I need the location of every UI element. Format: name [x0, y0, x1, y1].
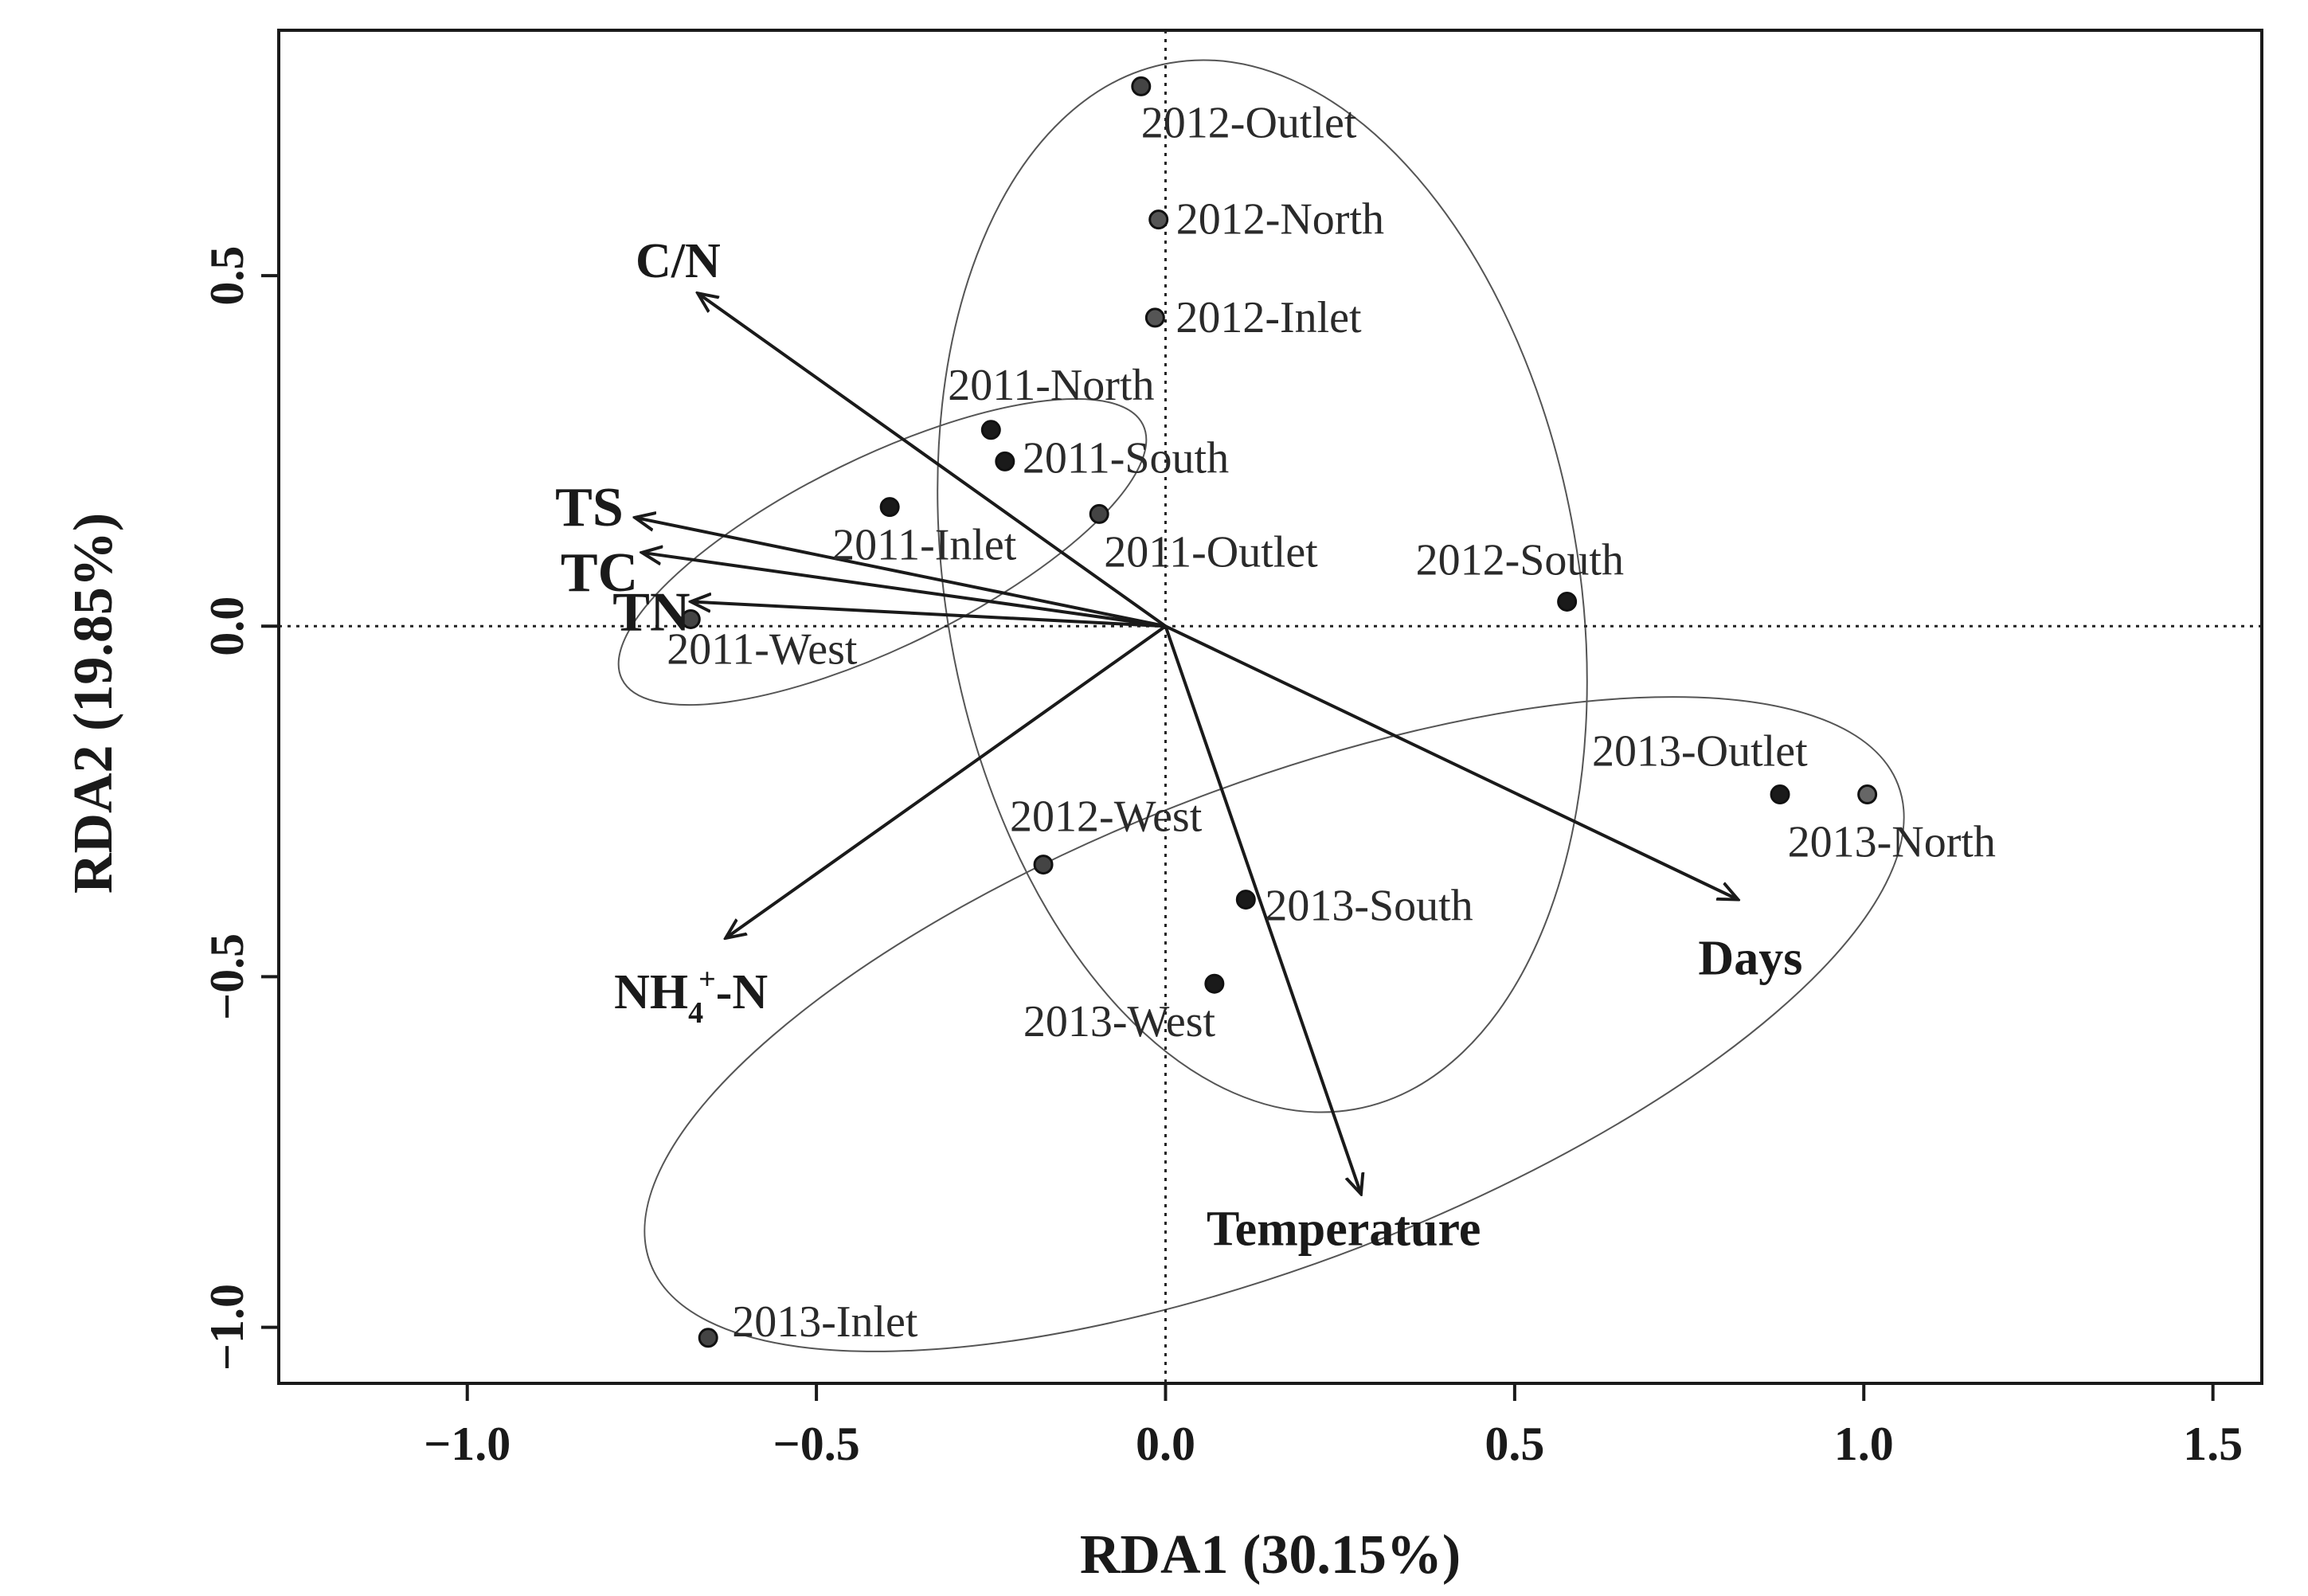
vector-label-nh4-n: NH4+-N — [614, 963, 768, 1030]
point-2012-north — [1148, 209, 1169, 230]
site-points — [680, 76, 1878, 1348]
vector-days — [1164, 624, 1738, 899]
group-ellipses — [617, 59, 1905, 1352]
point-2013-outlet — [1770, 784, 1790, 805]
site-label-2012-south: 2012-South — [1416, 535, 1624, 585]
vector-ts — [635, 518, 1166, 628]
ellipse-2013 — [644, 696, 1905, 1352]
site-label-2011-outlet: 2011-Outlet — [1104, 527, 1318, 577]
vector-tc — [642, 553, 1166, 628]
vector-label-tn: TN — [612, 581, 690, 643]
site-label-2011-west: 2011-West — [667, 624, 858, 674]
site-label-2012-outlet: 2012-Outlet — [1141, 98, 1357, 147]
y-axis-label: RDA2 (19.85%) — [63, 513, 124, 894]
environmental-vectors — [635, 293, 1738, 1194]
y-axis: −1.0 −0.5 0.0 0.5 — [201, 246, 279, 1371]
point-2011-west — [680, 608, 701, 629]
vector-label-days: Days — [1698, 932, 1802, 986]
x-axis-label: RDA1 (30.15%) — [1080, 1524, 1461, 1586]
y-tick-label: 0.5 — [201, 246, 253, 306]
vector-c-n — [698, 293, 1167, 628]
site-label-2013-north: 2013-North — [1788, 818, 1996, 867]
x-axis: −1.0 −0.5 0.0 0.5 1.0 1.5 — [424, 1383, 2243, 1470]
site-label-2011-inlet: 2011-Inlet — [832, 521, 1017, 570]
point-2012-west — [1033, 855, 1054, 875]
vector-label-ts: TS — [555, 477, 624, 538]
nh-superscript: + — [698, 963, 716, 996]
x-tick-label: 1.5 — [2183, 1418, 2243, 1470]
point-2012-south — [1557, 591, 1578, 612]
site-label-2012-west: 2012-West — [1010, 792, 1203, 842]
point-2013-north — [1857, 784, 1878, 805]
vector-label-tc: TC — [561, 542, 638, 604]
point-2011-south — [995, 451, 1015, 471]
site-label-2011-north: 2011-North — [948, 361, 1154, 410]
ellipse-2012 — [937, 59, 1588, 1113]
site-label-2012-north: 2012-North — [1176, 195, 1384, 244]
vector-temperature — [1164, 625, 1360, 1194]
point-2013-south — [1235, 890, 1256, 910]
site-label-2012-inlet: 2012-Inlet — [1176, 293, 1362, 342]
vector-label-temperature: Temperature — [1207, 1202, 1481, 1256]
site-label-2013-inlet: 2013-Inlet — [732, 1297, 918, 1347]
zero-reference-lines — [279, 30, 2262, 1383]
vector-label-c-n: C/N — [636, 234, 721, 288]
point-2011-outlet — [1089, 503, 1109, 524]
x-tick-label: 1.0 — [1834, 1418, 1894, 1470]
point-2013-west — [1204, 973, 1225, 994]
x-tick-label: 0.0 — [1136, 1418, 1195, 1470]
x-tick-label: −1.0 — [424, 1418, 510, 1470]
site-label-2013-outlet: 2013-Outlet — [1592, 727, 1808, 776]
y-tick-label: −0.5 — [201, 933, 253, 1020]
site-label-2013-south: 2013-South — [1265, 882, 1473, 931]
site-label-2013-west: 2013-West — [1023, 997, 1216, 1046]
nh-subscript: 4 — [688, 996, 703, 1030]
point-2011-north — [980, 420, 1001, 440]
ellipse-2011 — [617, 397, 1148, 706]
y-tick-label: −1.0 — [201, 1284, 253, 1371]
point-2013-inlet — [698, 1328, 718, 1348]
point-2012-outlet — [1131, 76, 1152, 96]
site-label-2011-south: 2011-South — [1023, 433, 1229, 483]
nh-tail: -N — [716, 965, 768, 1019]
vector-nh4-n — [726, 624, 1167, 938]
y-tick-label: 0.0 — [201, 597, 253, 656]
x-tick-label: −0.5 — [773, 1418, 860, 1470]
plot-frame — [277, 29, 2263, 1385]
point-2011-inlet — [879, 497, 900, 518]
point-2012-inlet — [1144, 307, 1165, 328]
nh-main: NH — [614, 965, 688, 1019]
x-tick-label: 0.5 — [1485, 1418, 1544, 1470]
vector-tn — [690, 601, 1166, 628]
